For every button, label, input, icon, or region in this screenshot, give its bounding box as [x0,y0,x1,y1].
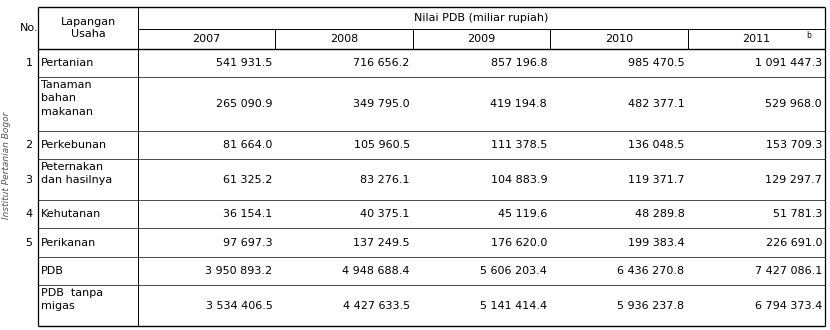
Text: 104 883.9: 104 883.9 [491,175,547,185]
Text: 48 289.8: 48 289.8 [635,209,685,219]
Text: 2008: 2008 [330,34,359,44]
Text: 111 378.5: 111 378.5 [491,140,547,150]
Text: 226 691.0: 226 691.0 [765,238,822,248]
Text: 419 194.8: 419 194.8 [491,99,547,109]
Text: 81 664.0: 81 664.0 [223,140,272,150]
Text: 1 091 447.3: 1 091 447.3 [754,58,822,68]
Text: 199 383.4: 199 383.4 [628,238,685,248]
Text: 2010: 2010 [605,34,633,44]
Text: 265 090.9: 265 090.9 [216,99,272,109]
Text: Peternakan
dan hasilnya: Peternakan dan hasilnya [41,162,112,185]
Text: 83 276.1: 83 276.1 [360,175,410,185]
Text: 5 936 237.8: 5 936 237.8 [618,301,685,311]
Text: 985 470.5: 985 470.5 [628,58,685,68]
Text: Kehutanan: Kehutanan [41,209,101,219]
Text: 129 297.7: 129 297.7 [765,175,822,185]
Text: 529 968.0: 529 968.0 [765,99,822,109]
Text: 2011: 2011 [742,34,770,44]
Text: 6 436 270.8: 6 436 270.8 [618,266,685,276]
Text: PDB: PDB [41,266,64,276]
Text: 4: 4 [26,209,32,219]
Text: 51 781.3: 51 781.3 [773,209,822,219]
Text: 4 427 633.5: 4 427 633.5 [343,301,410,311]
Text: 5: 5 [26,238,32,248]
Text: 36 154.1: 36 154.1 [223,209,272,219]
Text: 482 377.1: 482 377.1 [627,99,685,109]
Text: 61 325.2: 61 325.2 [223,175,272,185]
Text: Perkebunan: Perkebunan [41,140,107,150]
Text: 716 656.2: 716 656.2 [354,58,410,68]
Text: No.: No. [20,23,38,33]
Text: 4 948 688.4: 4 948 688.4 [342,266,410,276]
Text: 541 931.5: 541 931.5 [216,58,272,68]
Text: 137 249.5: 137 249.5 [354,238,410,248]
Text: Nilai PDB (miliar rupiah): Nilai PDB (miliar rupiah) [414,13,549,23]
Text: 2009: 2009 [467,34,496,44]
Text: 97 697.3: 97 697.3 [222,238,272,248]
Text: 3: 3 [26,175,32,185]
Text: 176 620.0: 176 620.0 [491,238,547,248]
Text: 2: 2 [26,140,32,150]
Text: 1: 1 [26,58,32,68]
Text: 45 119.6: 45 119.6 [498,209,547,219]
Text: Institut Pertanian Bogor: Institut Pertanian Bogor [2,111,12,219]
Text: 40 375.1: 40 375.1 [360,209,410,219]
Text: PDB  tanpa
migas: PDB tanpa migas [41,288,103,311]
Text: Tanaman
bahan
makanan: Tanaman bahan makanan [41,80,93,117]
Text: 7 427 086.1: 7 427 086.1 [754,266,822,276]
Text: 136 048.5: 136 048.5 [628,140,685,150]
Text: Lapangan
Usaha: Lapangan Usaha [61,17,115,39]
Text: 6 794 373.4: 6 794 373.4 [754,301,822,311]
Text: 153 709.3: 153 709.3 [765,140,822,150]
Text: 5 141 414.4: 5 141 414.4 [480,301,547,311]
Text: Pertanian: Pertanian [41,58,95,68]
Text: 2007: 2007 [193,34,221,44]
Text: b: b [806,30,811,40]
Text: 5 606 203.4: 5 606 203.4 [481,266,547,276]
Text: 3 950 893.2: 3 950 893.2 [205,266,272,276]
Text: 857 196.8: 857 196.8 [491,58,547,68]
Text: 119 371.7: 119 371.7 [628,175,685,185]
Text: 349 795.0: 349 795.0 [354,99,410,109]
Text: Perikanan: Perikanan [41,238,96,248]
Text: 3 534 406.5: 3 534 406.5 [206,301,272,311]
Text: 105 960.5: 105 960.5 [354,140,410,150]
